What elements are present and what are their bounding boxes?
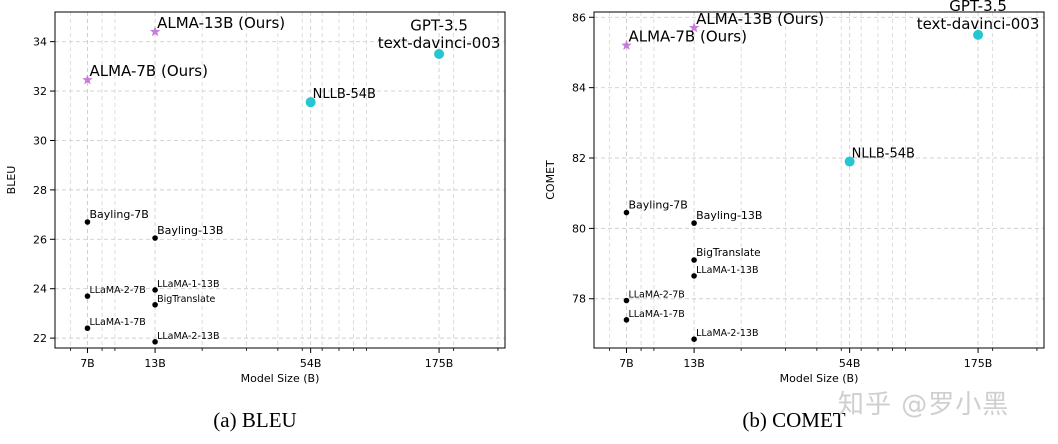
comet-point-llama-2-7b [623, 297, 630, 304]
comet-point-llama-2-13b [691, 336, 697, 343]
comet-y-tick-label: 86 [572, 11, 586, 24]
comet-point-llama-1-13b [691, 273, 697, 279]
bleu-point-alma-13b-ours [149, 26, 161, 37]
bleu-y-tick-label: 30 [33, 134, 47, 147]
bleu-point-bayling-13b [152, 235, 158, 241]
comet-point-alma-7b-ours-label: ALMA-7B (Ours) [628, 27, 747, 45]
comet-chart: 7B 13B 54B 175B 78 80 82 84 86 Model Size (B) COME… [544, 0, 1045, 385]
bleu-chart: 7B 13B 54B 175B 22 24 26 28 30 32 34 Model Size (B)… [5, 11, 506, 385]
comet-point-gpt-3-5-label: GPT-3.5 [949, 0, 1007, 15]
bleu-y-tick-label: 28 [33, 184, 47, 197]
bleu-point-nllb-54b [305, 97, 316, 108]
comet-point-alma-7b-ours [621, 39, 632, 50]
comet-point-llama-1-13b-label: LLaMA-1-13B [696, 265, 758, 276]
comet-y-axis-label: COMET [544, 160, 557, 200]
bleu-point-bigtranslate [152, 301, 158, 308]
bleu-y-tick-label: 24 [33, 283, 47, 296]
comet-point-llama-2-13b-label: LLaMA-2-13B [696, 328, 758, 339]
bleu-point-bayling-7b-label: Bayling-7B [89, 208, 148, 221]
comet-point-bayling-13b-label: Bayling-13B [696, 209, 762, 222]
comet-point-gpt-3-5 [973, 29, 984, 40]
bleu-point-llama-1-7b [84, 325, 91, 332]
bleu-y-tick-label: 32 [33, 85, 47, 98]
bleu-x-tick-label: 13B [144, 357, 166, 370]
bleu-y-axis-label: BLEU [5, 166, 18, 195]
comet-y-tick-label: 78 [572, 293, 586, 306]
bleu-point-llama-2-7b-label: LLaMA-2-7B [89, 285, 145, 296]
comet-point-gpt-3-5-label: text-davinci-003 [917, 15, 1040, 33]
comet-point-llama-2-7b-label: LLaMA-2-7B [628, 290, 684, 301]
bleu-y-tick-label: 26 [33, 233, 47, 246]
comet-x-tick-label: 13B [683, 357, 705, 370]
comet-point-alma-13b-ours [688, 22, 700, 33]
comet-y-tick-label: 80 [572, 222, 586, 235]
bleu-plot-frame [54, 11, 506, 349]
comet-point-bayling-7b-label: Bayling-7B [628, 199, 687, 212]
bleu-point-alma-7b-ours-label: ALMA-7B (Ours) [89, 62, 208, 80]
comet-point-bayling-7b [623, 209, 630, 216]
bleu-point-llama-2-7b [84, 293, 91, 299]
comet-point-llama-1-7b [623, 317, 630, 323]
bleu-point-alma-7b-ours [82, 74, 93, 85]
comet-x-tick-label: 175B [964, 357, 993, 370]
comet-point-bigtranslate [691, 257, 697, 263]
bleu-x-tick-label: 54B [300, 357, 322, 370]
comet-y-tick-label: 84 [572, 82, 586, 95]
comet-point-nllb-54b-label: NLLB-54B [852, 147, 915, 162]
bleu-point-bayling-13b-label: Bayling-13B [157, 224, 223, 237]
bleu-point-gpt-3-5-label: text-davinci-003 [378, 34, 501, 52]
comet-plot-frame [593, 11, 1045, 349]
caption-bleu: (a) BLEU [213, 408, 297, 432]
bleu-point-llama-2-13b-label: LLaMA-2-13B [157, 331, 219, 342]
bleu-point-alma-13b-ours-label: ALMA-13B (Ours) [157, 14, 285, 32]
bleu-point-llama-1-7b-label: LLaMA-1-7B [89, 317, 145, 328]
comet-point-bigtranslate-label: BigTranslate [696, 247, 760, 259]
bleu-point-bayling-7b [84, 219, 91, 225]
bleu-point-bigtranslate-label: BigTranslate [157, 294, 215, 305]
bleu-point-llama-1-13b [152, 287, 158, 293]
comet-x-tick-label: 54B [839, 357, 861, 370]
bleu-x-tick-label: 175B [425, 357, 454, 370]
comet-y-tick-label: 82 [572, 152, 586, 165]
bleu-point-llama-1-13b-label: LLaMA-1-13B [157, 279, 219, 290]
comet-x-axis-label: Model Size (B) [780, 372, 859, 385]
comet-x-tick-label: 7B [619, 357, 634, 370]
comet-point-llama-1-7b-label: LLaMA-1-7B [628, 309, 684, 320]
bleu-point-llama-2-13b [152, 339, 158, 345]
caption-comet: (b) COMET [742, 408, 846, 432]
comet-point-bayling-13b [691, 220, 697, 226]
bleu-y-tick-label: 34 [33, 36, 47, 49]
watermark-text: 知乎 @罗小黑 [838, 390, 1010, 420]
bleu-point-gpt-3-5 [434, 49, 445, 59]
bleu-point-nllb-54b-label: NLLB-54B [313, 87, 376, 102]
bleu-x-tick-label: 7B [80, 357, 95, 370]
comet-point-nllb-54b [844, 156, 855, 167]
bleu-x-axis-label: Model Size (B) [241, 372, 320, 385]
bleu-y-tick-label: 22 [33, 332, 47, 345]
bleu-point-gpt-3-5-label: GPT-3.5 [410, 16, 468, 34]
comet-point-alma-13b-ours-label: ALMA-13B (Ours) [696, 10, 824, 28]
